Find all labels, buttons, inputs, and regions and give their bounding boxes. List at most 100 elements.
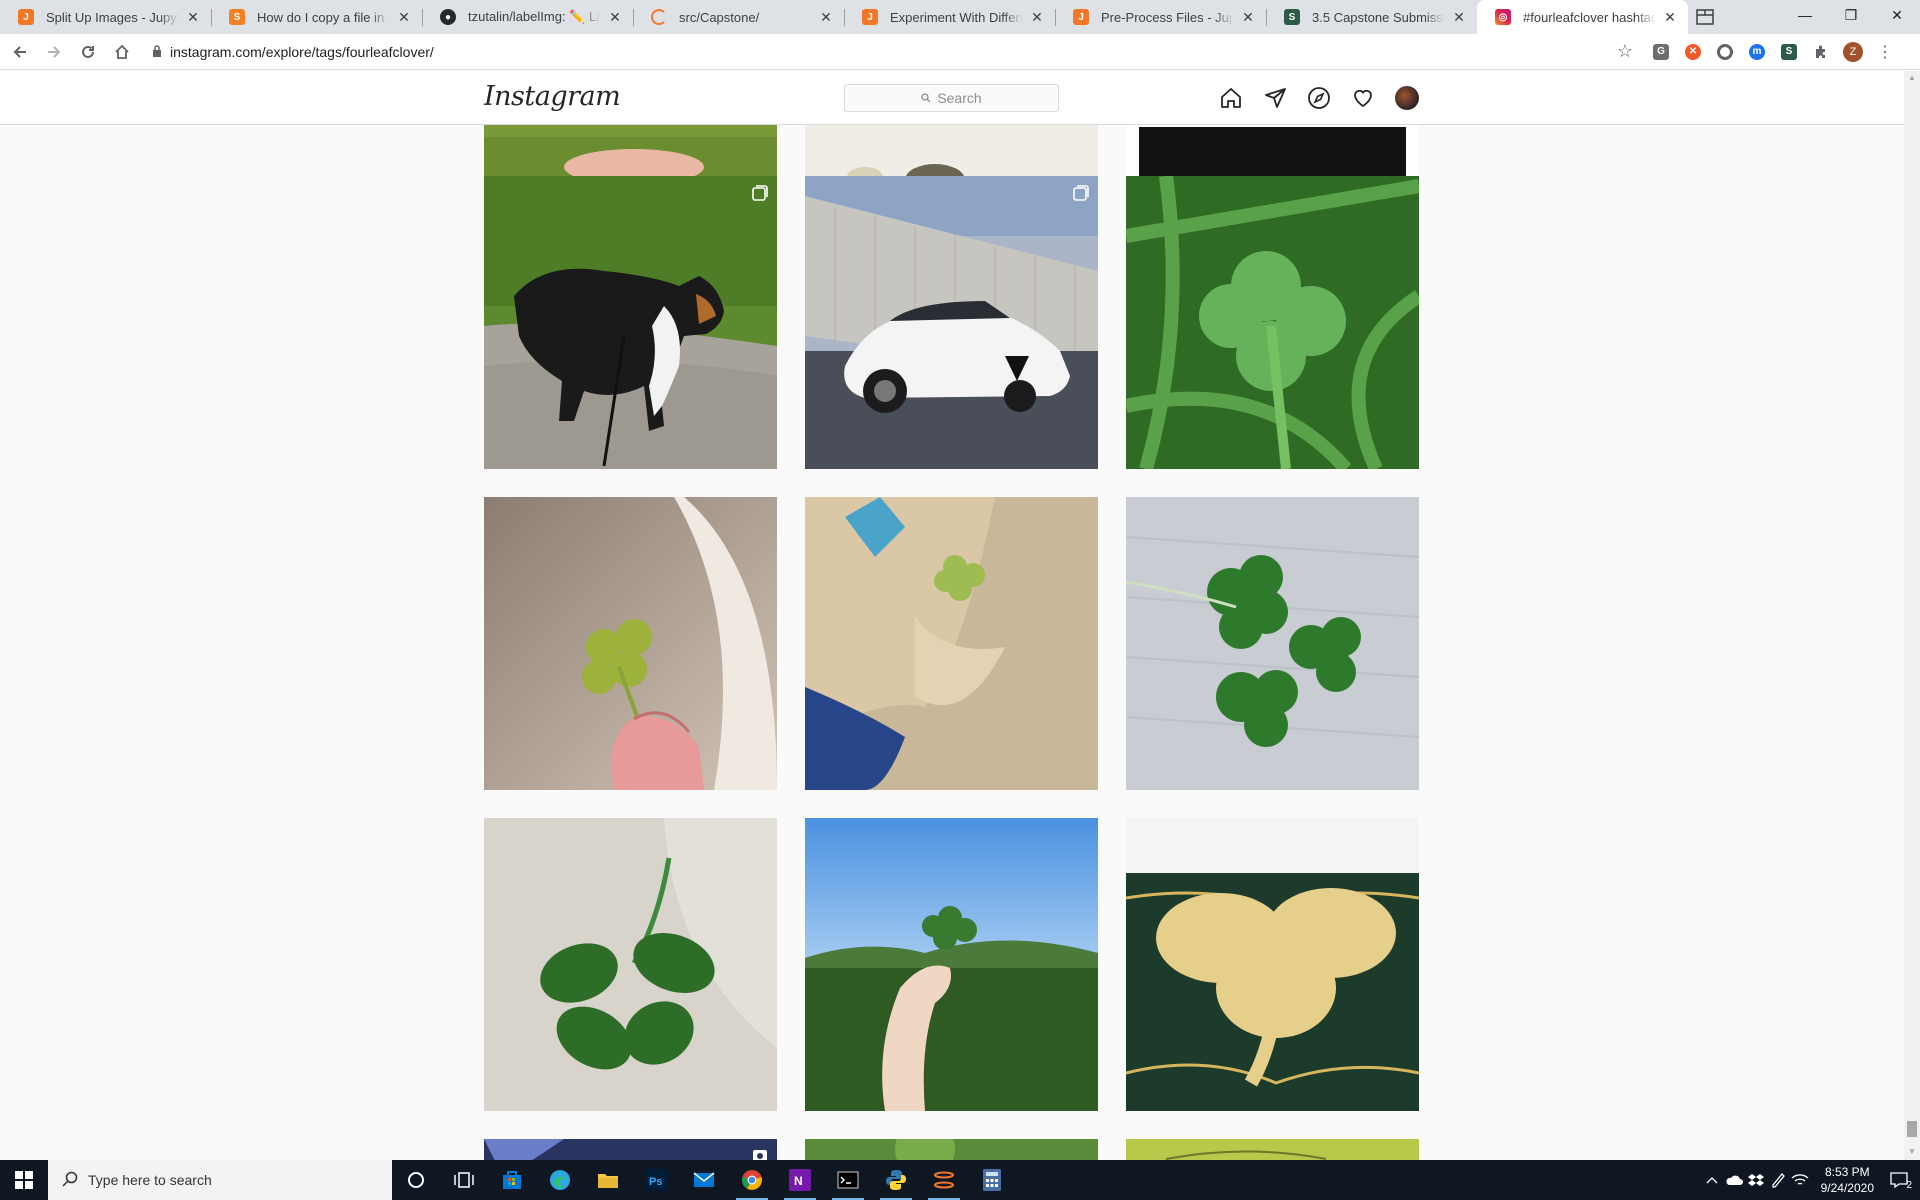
windows-start-icon[interactable] [0,1160,48,1200]
taskbar-search-input[interactable]: Type here to search [48,1160,392,1200]
tab-title: Split Up Images - Jupyter N [46,9,179,25]
direct-icon[interactable] [1262,85,1288,111]
page-viewport: Instagram Search ▲ [0,71,1920,1161]
lock-icon[interactable] [152,44,162,60]
close-icon[interactable]: ✕ [398,8,410,25]
scroll-down-icon[interactable]: ▼ [1908,1147,1916,1156]
browser-menu-icon[interactable]: ⋮ [1877,43,1893,61]
post-tile-partial[interactable] [805,1139,1098,1161]
jupyter-icon[interactable] [920,1160,968,1200]
reload-icon[interactable] [74,38,102,66]
tab-title: How do I copy a file in Pyth [257,9,390,25]
post-tile-clover-fabric[interactable] [1126,497,1419,790]
close-icon[interactable]: ✕ [187,8,199,25]
store-icon[interactable] [488,1160,536,1200]
close-icon[interactable]: ✕ [1242,8,1254,25]
tab-title: Experiment With Different M [890,9,1023,25]
orange-ext-icon[interactable]: ✕ [1681,40,1705,64]
search-icon [62,1171,78,1190]
home-button-icon[interactable] [108,38,136,66]
forward-icon[interactable] [40,38,68,66]
system-tray: 8:53 PM 9/24/2020 2 [1701,1160,1920,1200]
tab-fourleafclover[interactable]: ◎ #fourleafclover hashtag on ✕ [1477,0,1688,34]
back-icon[interactable] [6,38,34,66]
post-tile-car[interactable] [805,176,1098,469]
tab-copy-file-python[interactable]: S How do I copy a file in Pyth ✕ [211,0,422,34]
post-tile-clover-grass[interactable] [1126,176,1419,469]
circle-ext-icon[interactable] [1713,40,1737,64]
multiple-photos-icon [1072,184,1090,207]
close-icon[interactable]: ✕ [820,8,832,25]
bookmark-star-icon[interactable]: ☆ [1616,41,1633,61]
cortana-icon[interactable] [392,1160,440,1200]
post-tile-partial[interactable] [484,1139,777,1161]
instagram-logo[interactable]: Instagram [484,81,621,112]
tray-chevron-up-icon[interactable] [1701,1176,1723,1184]
explore-icon[interactable] [1306,85,1332,111]
tab-title: #fourleafclover hashtag on [1523,9,1656,25]
close-icon[interactable]: ✕ [1031,8,1043,25]
blue-ext-icon[interactable]: m [1745,40,1769,64]
post-tile-clover-hand[interactable] [484,497,777,790]
loading-icon [651,9,667,25]
calculator-icon[interactable] [968,1160,1016,1200]
tab-src-capstone[interactable]: src/Capstone/ ✕ [633,0,844,34]
taskbar-search-placeholder: Type here to search [88,1172,212,1188]
stackoverflow-icon: S [229,9,245,25]
minimize-icon[interactable]: — [1798,7,1812,23]
tab-split-up-images[interactable]: J Split Up Images - Jupyter N ✕ [0,0,211,34]
springboard-icon: S [1284,9,1300,25]
photoshop-icon[interactable]: Ps [632,1160,680,1200]
clock-time: 8:53 PM [1824,1165,1870,1179]
profile-avatar[interactable] [1394,85,1420,111]
dropbox-icon[interactable] [1745,1173,1767,1187]
instagram-header: Instagram Search [0,71,1904,125]
network-icon[interactable] [1789,1173,1811,1187]
google-ext-icon[interactable]: G [1649,40,1673,64]
springboard-ext-icon[interactable]: S [1777,40,1801,64]
instagram-search-input[interactable]: Search [844,84,1059,112]
post-tile-gold-clover[interactable] [1126,818,1419,1111]
github-icon: ● [440,9,456,25]
taskbar-clock[interactable]: 8:53 PM 9/24/2020 [1821,1164,1874,1196]
edge-icon[interactable] [536,1160,584,1200]
scroll-up-icon[interactable]: ▲ [1908,73,1916,82]
close-icon[interactable]: ✕ [1453,8,1465,25]
post-tile-dog[interactable] [484,176,777,469]
close-window-icon[interactable]: ✕ [1891,6,1903,23]
close-icon[interactable]: ✕ [1664,8,1676,25]
pen-ink-icon[interactable] [1767,1172,1789,1188]
tab-title: Pre-Process Files - Jupyter N [1101,9,1234,25]
onedrive-cloud-icon[interactable] [1723,1174,1745,1186]
home-icon[interactable] [1218,85,1244,111]
notifications-icon[interactable]: 2 [1888,1172,1912,1191]
chrome-icon[interactable] [728,1160,776,1200]
post-tile-clover-sparkle[interactable] [805,497,1098,790]
tab-search-icon[interactable] [1688,0,1722,34]
file-explorer-icon[interactable] [584,1160,632,1200]
jupyter-icon: J [18,9,34,25]
clock-date: 9/24/2020 [1820,1181,1874,1195]
svg-text:Ps: Ps [649,1176,662,1188]
activity-heart-icon[interactable] [1350,85,1376,111]
restore-icon[interactable]: ❐ [1844,6,1858,23]
extensions-puzzle-icon[interactable] [1809,40,1833,64]
address-bar[interactable]: instagram.com/explore/tags/fourleafclove… [146,38,1641,66]
profile-avatar[interactable]: Z [1841,40,1865,64]
task-view-icon[interactable] [440,1160,488,1200]
tab-pre-process[interactable]: J Pre-Process Files - Jupyter N ✕ [1055,0,1266,34]
search-placeholder: Search [937,90,982,106]
python-icon[interactable] [872,1160,920,1200]
post-tile-clover-stone[interactable] [484,818,777,1111]
scrollbar-thumb[interactable] [1907,1121,1917,1137]
close-icon[interactable]: ✕ [609,8,621,25]
post-tile-partial[interactable] [1126,1139,1419,1161]
post-tile-clover-field[interactable] [805,818,1098,1111]
tab-experiment[interactable]: J Experiment With Different M ✕ [844,0,1055,34]
page-scrollbar[interactable]: ▲ ▼ [1904,71,1920,1161]
tab-labelimg-github[interactable]: ● tzutalin/labelImg: ✏️ Label ✕ [422,0,633,34]
terminal-icon[interactable] [824,1160,872,1200]
onenote-icon[interactable]: N [776,1160,824,1200]
tab-capstone-submission[interactable]: S 3.5 Capstone Submission - S ✕ [1266,0,1477,34]
mail-icon[interactable] [680,1160,728,1200]
